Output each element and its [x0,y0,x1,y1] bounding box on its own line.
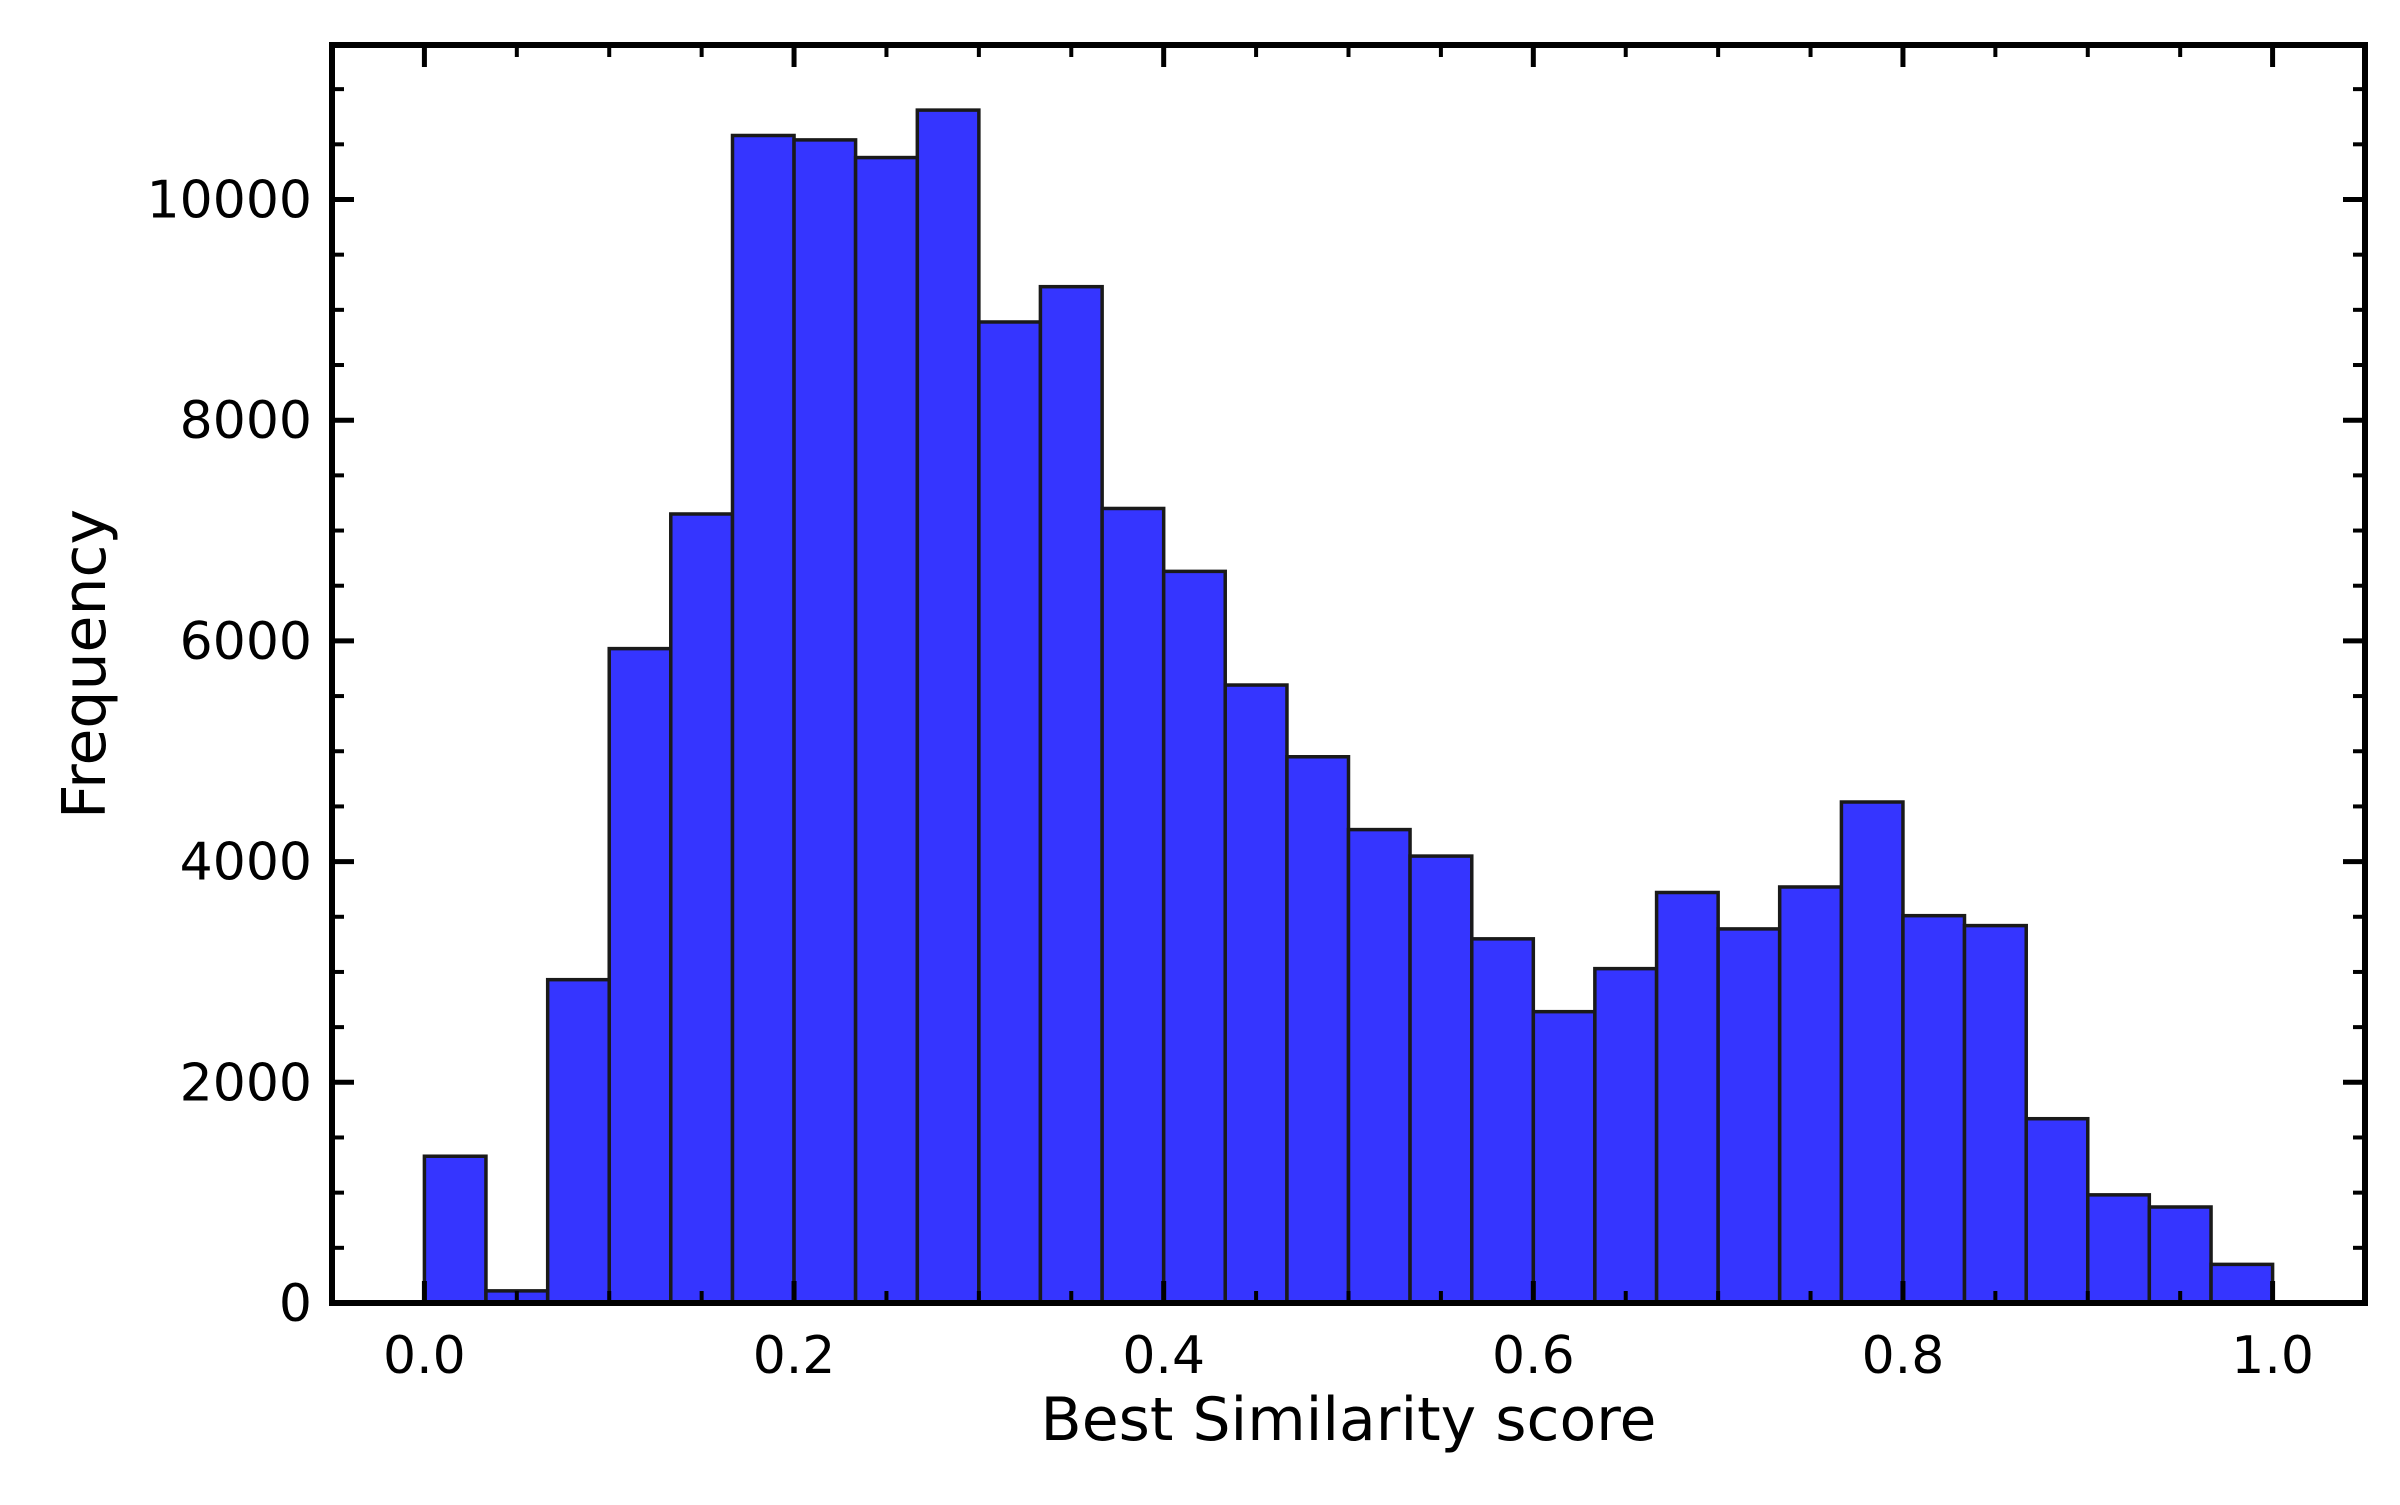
y-tick-label: 10000 [147,170,312,230]
histogram-bar [1777,885,1844,1305]
tick-labels-layer: 0.0 0.2 0.4 0.6 0.8 1.0 0 2000 4000 6000 8000 10000 [147,170,2314,1386]
histogram-bar [1470,937,1536,1305]
y-tick-label: 2000 [180,1053,312,1113]
histogram-bar [977,320,1043,1305]
histogram-bar [2086,1193,2152,1305]
histogram-bar [1531,1009,1597,1305]
histogram-bar [730,133,796,1305]
histogram-bar [792,138,858,1305]
y-tick-label: 0 [279,1274,312,1334]
x-tick-label: 0.6 [1492,1326,1575,1386]
y-tick-label: 4000 [180,833,312,893]
histogram-bar [1223,683,1289,1305]
histogram-bar [1716,927,1782,1305]
histogram-bar [915,108,981,1305]
histogram-bar [669,512,735,1305]
x-tick-label: 0.8 [1862,1326,1945,1386]
histogram-bar [2147,1205,2213,1305]
x-tick-label: 0.0 [383,1326,466,1386]
histogram-bar [545,977,611,1305]
histogram-bar [853,155,920,1305]
histogram-bar [2209,1262,2275,1305]
histogram-bar [1038,284,1104,1305]
histogram-bar [607,646,673,1305]
histogram-bar [1161,569,1227,1305]
x-tick-label: 0.2 [753,1326,836,1386]
histogram-bar [1654,890,1720,1305]
histogram-bar [1593,966,1659,1305]
histogram-bar [2024,1116,2090,1305]
x-tick-label: 0.4 [1122,1326,1205,1386]
histogram-bar [422,1154,488,1305]
histogram-bar [1100,506,1166,1305]
histogram-bar [1285,755,1351,1305]
histogram-bar [1901,913,1967,1305]
histogram-bar [1346,827,1412,1305]
y-axis-label: Frequency [50,509,120,819]
x-axis-label: Best Similarity score [1041,1385,1657,1455]
histogram-bar [1408,854,1474,1305]
y-tick-label: 8000 [180,391,312,451]
histogram-bar [1839,800,1905,1305]
y-tick-label: 6000 [180,612,312,672]
bars-layer [422,108,2275,1305]
plot-frame [329,42,2368,1306]
histogram-bar [1962,923,2028,1305]
x-tick-label: 1.0 [2231,1326,2314,1386]
